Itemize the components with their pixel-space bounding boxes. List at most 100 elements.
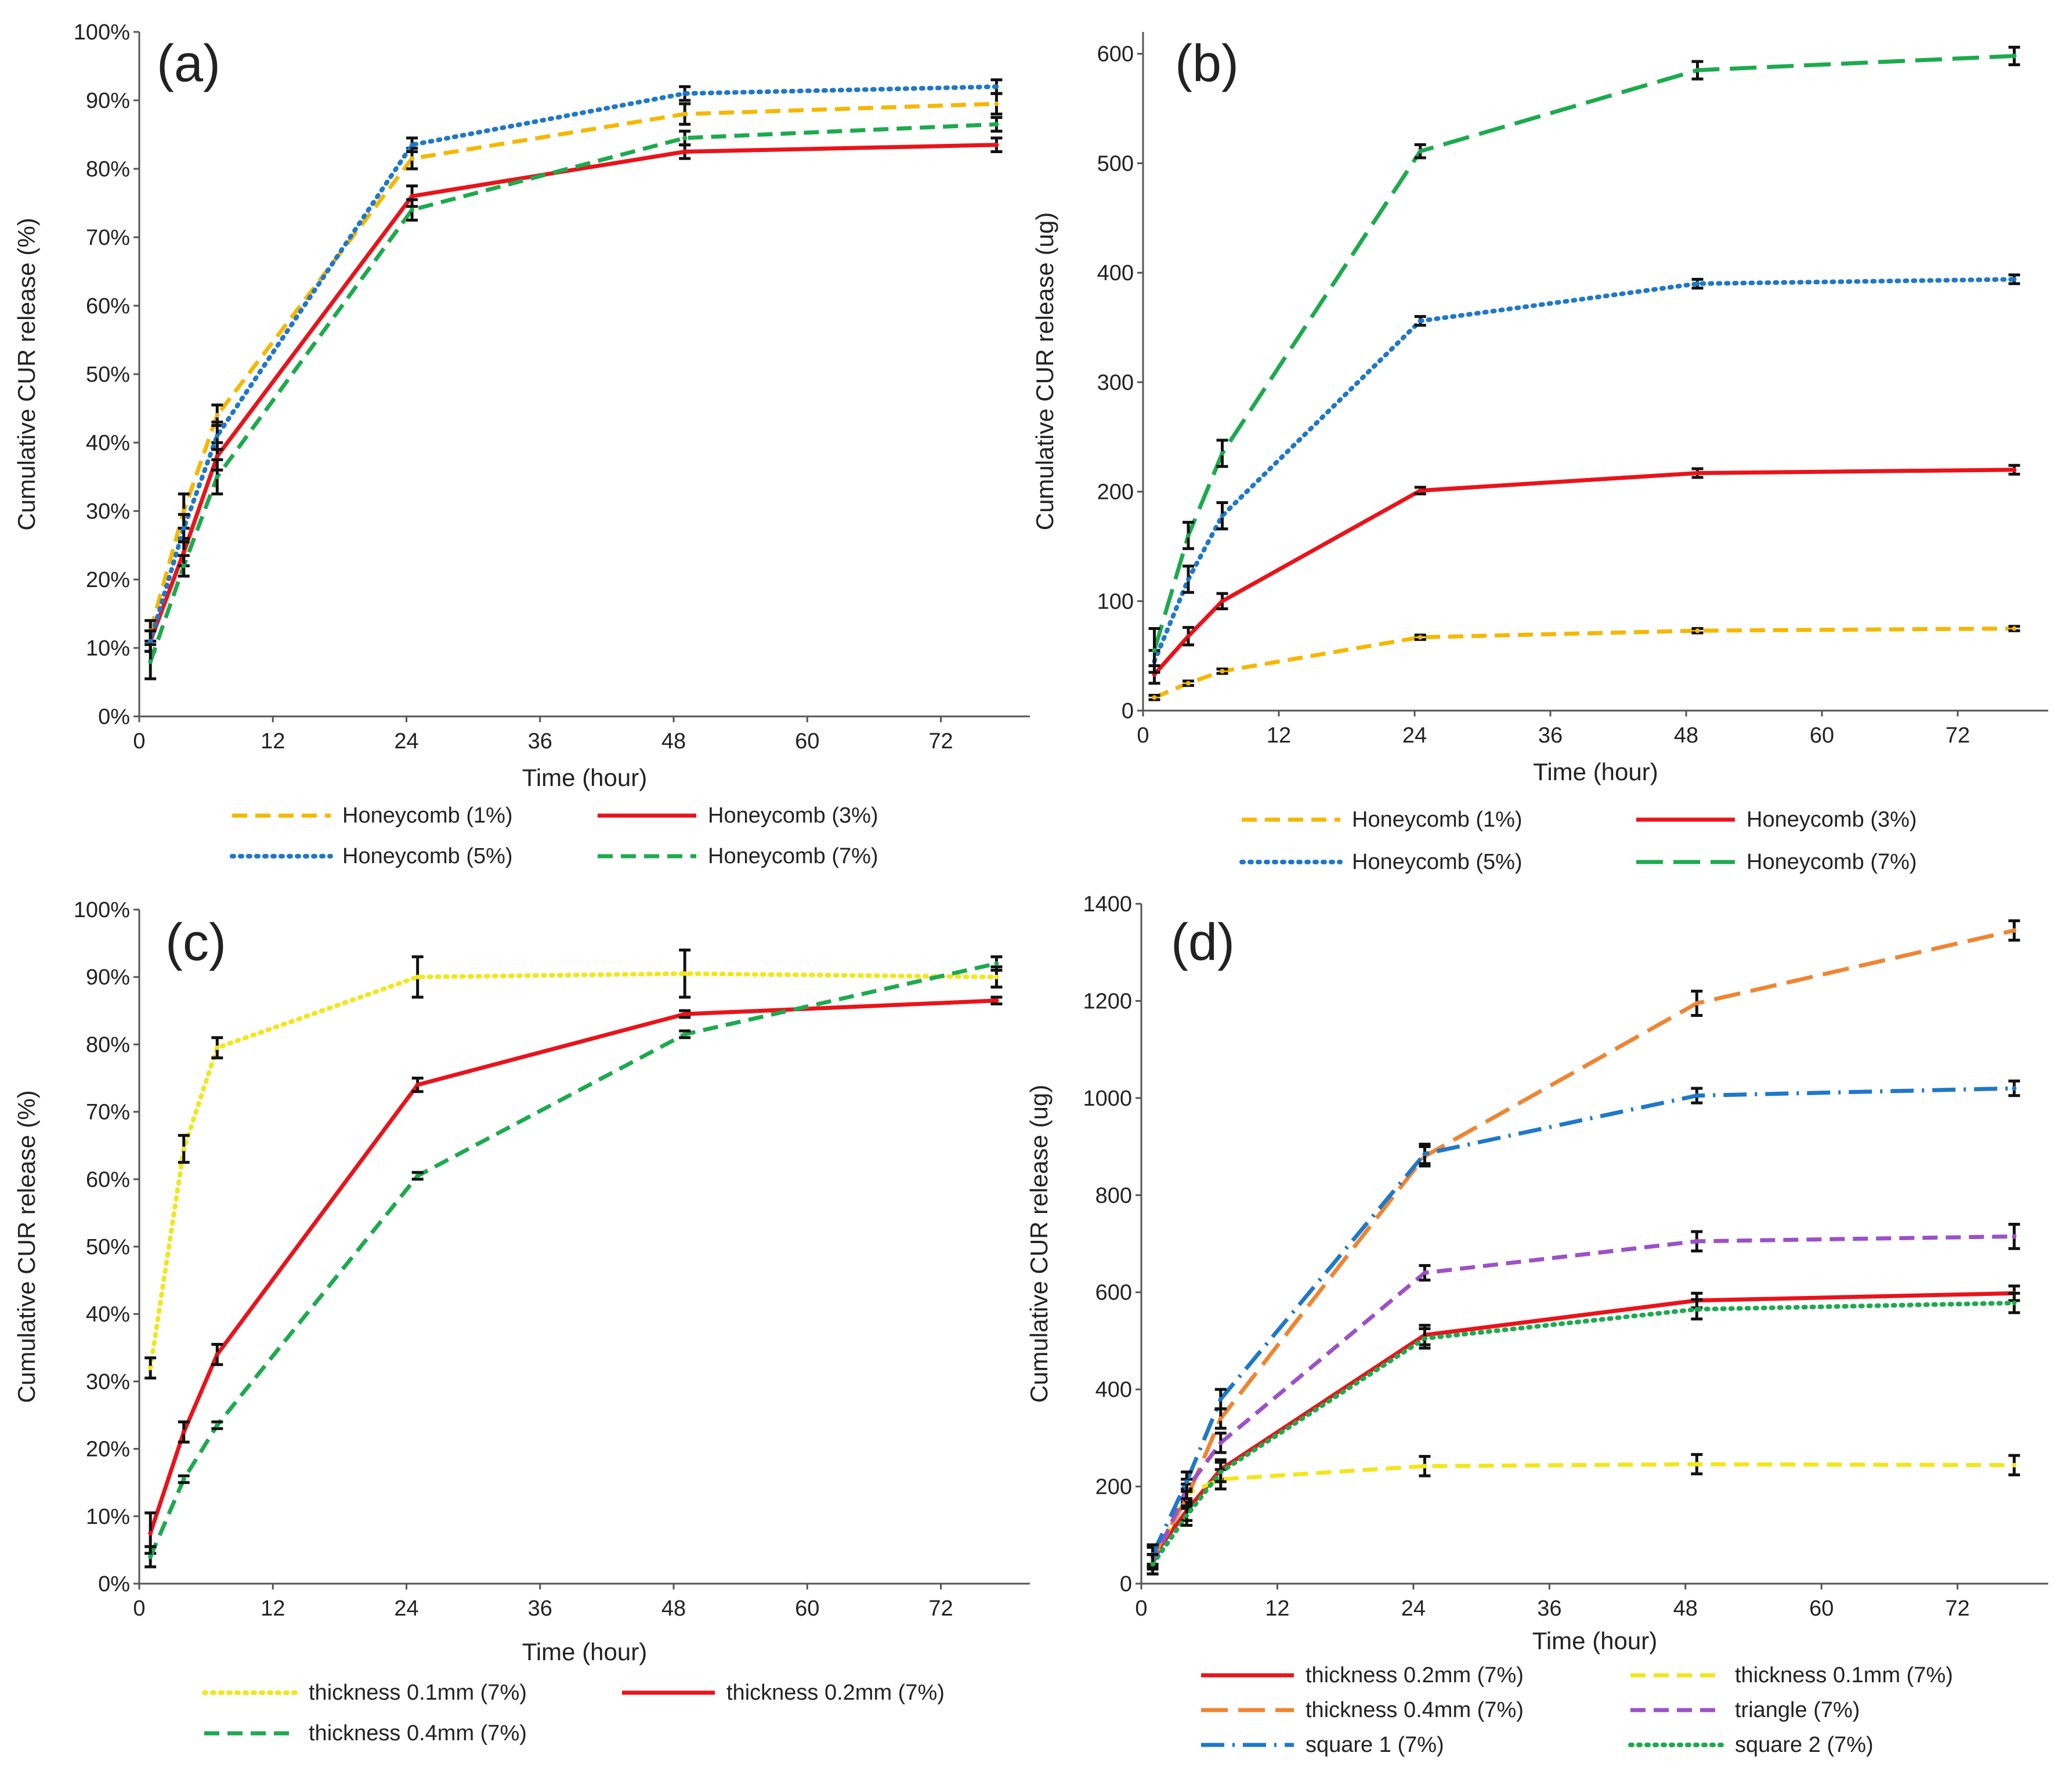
data-point	[215, 475, 220, 479]
series-line	[148, 84, 999, 644]
legend-label: thickness 0.4mm (7%)	[309, 1721, 527, 1745]
legend-label: thickness 0.2mm (7%)	[726, 1681, 945, 1705]
error-bar	[1183, 626, 1194, 647]
y-tick-label: 10%	[86, 636, 130, 661]
y-axis-title: Cumulative CUR release (%)	[13, 1090, 40, 1403]
error-bar	[1691, 1298, 1703, 1321]
data-point	[181, 563, 186, 568]
legend: Honeycomb (1%) Honeycomb (3%) Honeycomb (5…	[1239, 807, 1917, 874]
x-tick-label: 0	[1135, 1596, 1147, 1621]
legend-label: Honeycomb (5%)	[1352, 850, 1523, 874]
data-point	[994, 101, 999, 106]
data-point	[215, 1045, 220, 1051]
data-point	[181, 509, 186, 513]
error-bar	[679, 85, 691, 102]
data-point	[1695, 68, 1700, 73]
y-tick-label: 200	[1097, 480, 1134, 505]
error-bar	[406, 198, 418, 222]
legend-item: Honeycomb (7%)	[598, 844, 878, 868]
series-thickness-0-4mm-7	[1147, 919, 2020, 1569]
data-point	[1186, 633, 1191, 639]
data-point	[2012, 467, 2017, 472]
x-tick-label: 72	[1946, 1596, 1970, 1621]
x-tick-label: 60	[1810, 723, 1834, 748]
x-tick-label: 12	[1267, 723, 1291, 748]
y-tick-label: 80%	[86, 157, 130, 182]
data-point	[1418, 488, 1423, 493]
legend-label: Honeycomb (1%)	[342, 803, 513, 828]
data-point	[1422, 1151, 1427, 1157]
y-tick-label: 50%	[86, 363, 130, 387]
legend-label: Honeycomb (3%)	[708, 803, 878, 828]
series-honeycomb-5	[1148, 273, 2020, 674]
series-line	[1152, 468, 2015, 676]
error-bar	[990, 995, 1003, 1006]
data-point	[2012, 626, 2017, 631]
legend-item: square 2 (7%)	[1628, 1733, 1874, 1757]
error-bar	[411, 1077, 424, 1093]
data-point	[1422, 1464, 1427, 1469]
error-bar	[144, 643, 157, 680]
x-tick-label: 48	[661, 729, 686, 754]
data-point	[215, 1422, 220, 1428]
legend-label: square 2 (7%)	[1735, 1733, 1874, 1757]
series-line	[148, 961, 997, 1558]
data-point	[1184, 1513, 1189, 1518]
data-point	[682, 149, 688, 154]
panel-label: (b)	[1175, 35, 1239, 93]
error-bar	[411, 955, 424, 999]
error-bar	[1419, 1455, 1431, 1477]
error-bar	[679, 1009, 691, 1019]
x-tick-label: 36	[528, 1596, 552, 1621]
data-point	[682, 91, 688, 96]
series-thickness-0-4mm-7	[144, 955, 1003, 1569]
error-bar	[1148, 694, 1160, 701]
data-point	[181, 1476, 186, 1482]
data-point	[1422, 1336, 1427, 1341]
data-point	[410, 207, 415, 212]
error-bar	[2008, 1291, 2020, 1314]
y-tick-label: 100	[1097, 589, 1134, 614]
x-tick-label: 24	[1401, 1596, 1426, 1621]
error-bar	[178, 1133, 190, 1164]
error-bar	[1691, 1230, 1703, 1253]
data-point	[1694, 1001, 1699, 1006]
series-honeycomb-1	[144, 92, 1003, 643]
error-bar	[679, 1029, 691, 1040]
x-tick-label: 12	[1265, 1596, 1289, 1621]
error-bar	[2008, 45, 2020, 67]
series-line	[1153, 626, 2015, 700]
y-tick-label: 400	[1097, 261, 1134, 285]
x-tick-label: 0	[133, 729, 145, 754]
legend-item: Honeycomb (3%)	[598, 803, 878, 828]
legend-item: Honeycomb (1%)	[1242, 807, 1523, 832]
y-tick-label: 30%	[86, 499, 130, 524]
data-point	[1218, 1416, 1223, 1421]
y-tick-label: 300	[1097, 371, 1134, 395]
data-point	[1694, 1462, 1699, 1467]
y-tick-label: 50%	[86, 1235, 130, 1259]
series-thickness-0-2mm-7	[144, 995, 1003, 1555]
error-bar	[990, 136, 1003, 153]
legend-item: thickness 0.4mm (7%)	[1201, 1698, 1524, 1722]
y-tick-label: 90%	[86, 965, 130, 990]
data-point	[1695, 628, 1700, 633]
data-point	[994, 122, 999, 127]
y-axis-title: Cumulative CUR release (%)	[13, 218, 40, 530]
data-point	[410, 142, 415, 147]
error-bar	[990, 92, 1003, 116]
y-tick-label: 400	[1095, 1378, 1132, 1402]
x-tick-label: 72	[928, 1596, 953, 1621]
error-bar	[144, 1356, 157, 1380]
data-point	[148, 1366, 153, 1371]
y-tick-label: 1200	[1083, 989, 1132, 1013]
data-point	[1694, 1238, 1699, 1244]
error-bar	[1414, 143, 1426, 160]
error-bar	[211, 1036, 223, 1060]
y-tick-label: 600	[1095, 1281, 1132, 1305]
x-tick-label: 48	[1674, 723, 1698, 748]
legend-label: Honeycomb (7%)	[708, 844, 878, 868]
legend-label: Honeycomb (1%)	[1352, 807, 1523, 832]
y-tick-label: 0	[1122, 699, 1134, 723]
